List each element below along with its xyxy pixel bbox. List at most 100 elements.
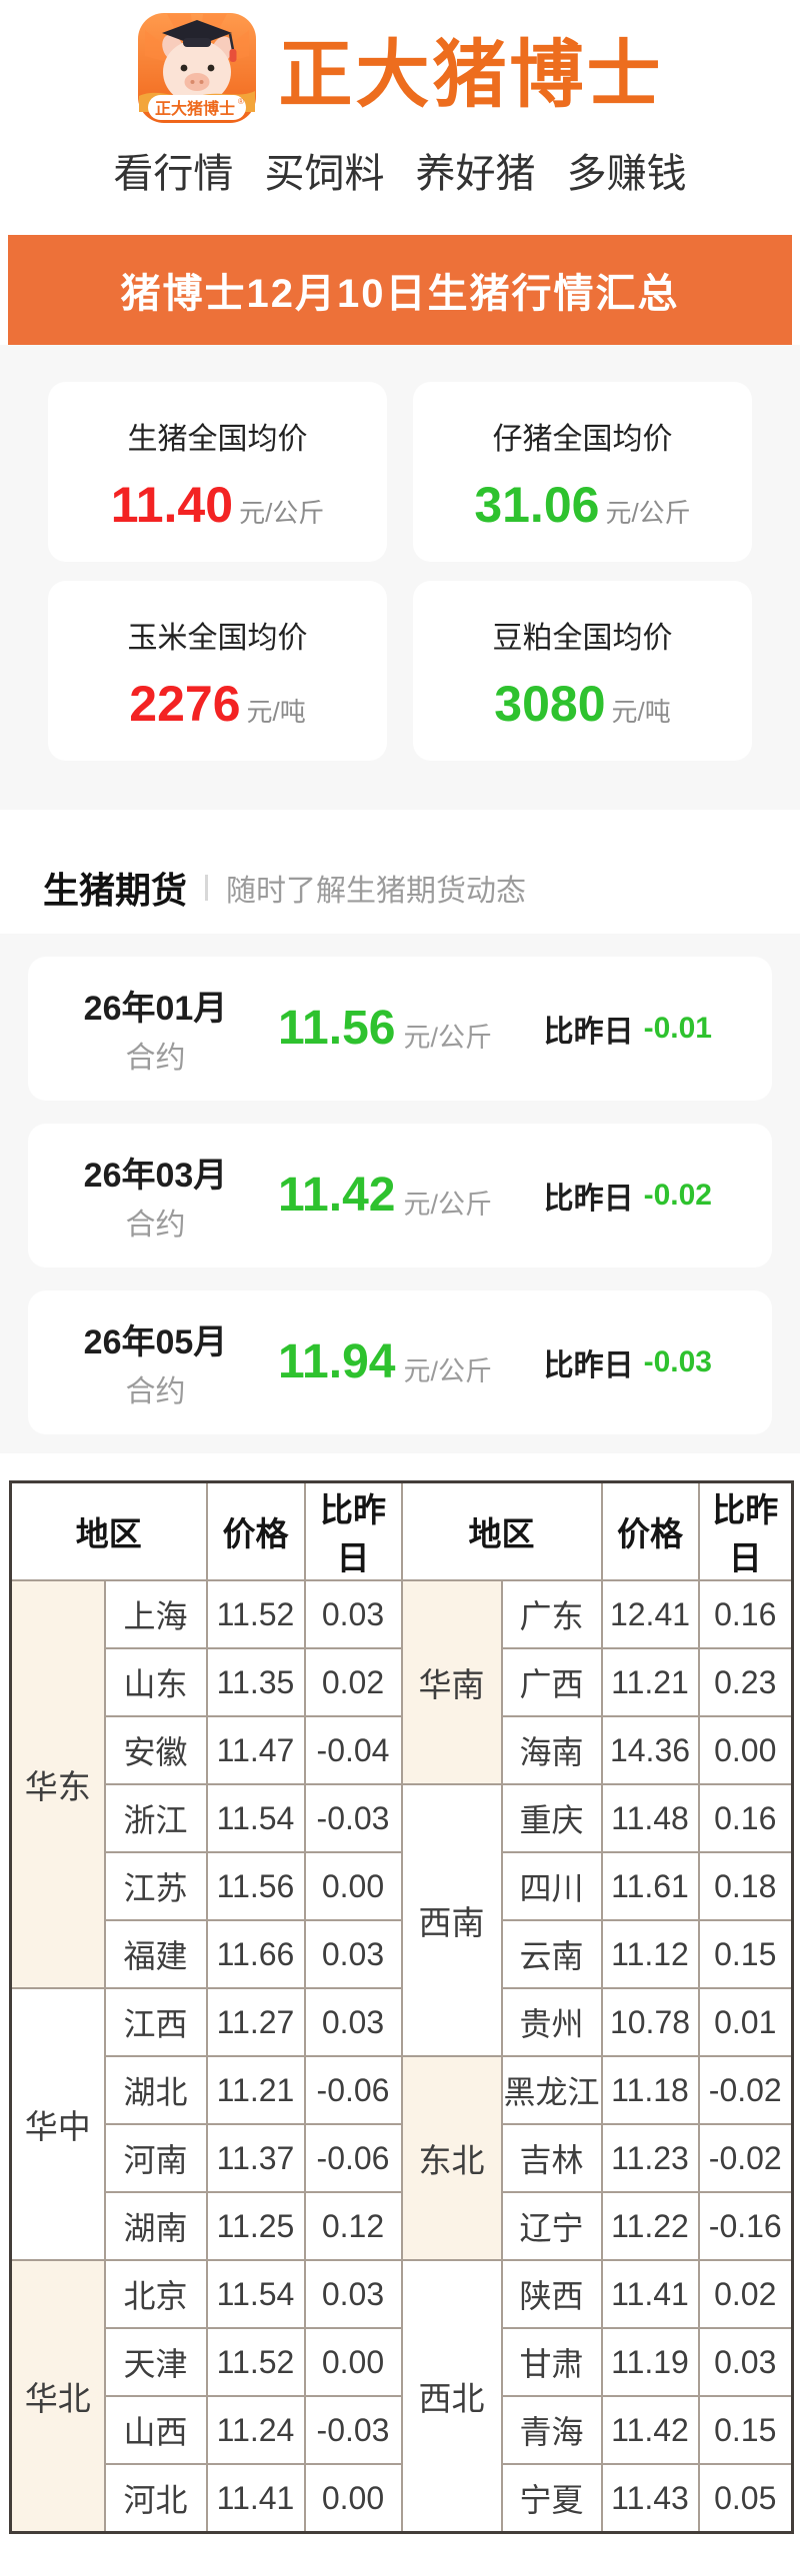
province-cell: 广西: [500, 1647, 603, 1717]
futures-month: 26年03月: [83, 1157, 228, 1195]
change-cell: 0.00: [697, 1715, 794, 1785]
region-cell: 西南: [400, 1783, 503, 2057]
province-cell: 黑龙江: [500, 2055, 603, 2125]
futures-change-label: 比昨日: [543, 1016, 634, 1049]
summary-card-corn[interactable]: 玉米全国均价 2276 元/吨: [48, 581, 387, 761]
price-cell: 11.43: [600, 2463, 700, 2534]
col-header-price: 价格: [205, 1480, 306, 1581]
futures-contract-block: 26年05月 合约: [83, 1314, 228, 1410]
price-cell: 11.56: [205, 1851, 306, 1921]
change-cell: -0.06: [303, 2123, 403, 2193]
change-cell: 0.02: [303, 1647, 403, 1717]
province-cell: 山东: [103, 1647, 208, 1717]
summary-card-value: 2276: [129, 676, 241, 732]
price-cell: 12.41: [600, 1579, 700, 1649]
futures-card-mar[interactable]: 26年03月 合约 11.42 元/公斤 比昨日 -0.02: [28, 1124, 772, 1268]
province-cell: 河北: [103, 2463, 208, 2534]
price-cell: 11.23: [600, 2123, 700, 2193]
province-cell: 重庆: [500, 1783, 603, 1853]
price-cell: 11.37: [205, 2123, 306, 2193]
province-cell: 云南: [500, 1919, 603, 1989]
change-cell: 0.12: [303, 2191, 403, 2261]
summary-card-label: 生猪全国均价: [127, 423, 308, 456]
summary-card-value-row: 11.40 元/公斤: [111, 480, 325, 530]
futures-change-group: 比昨日 -0.03: [544, 1340, 712, 1384]
summary-card-unit: 元/吨: [611, 697, 671, 727]
summary-cards-grid: 生猪全国均价 11.40 元/公斤 仔猪全国均价 31.06 元/公斤 玉米全国…: [48, 382, 752, 761]
summary-section: 生猪全国均价 11.40 元/公斤 仔猪全国均价 31.06 元/公斤 玉米全国…: [0, 345, 800, 810]
change-cell: 0.01: [697, 1987, 794, 2057]
price-cell: 11.41: [205, 2463, 306, 2534]
futures-section-header: 生猪期货 随时了解生猪期货动态: [0, 810, 800, 934]
summary-card-soybean-meal[interactable]: 豆粕全国均价 3080 元/吨: [413, 581, 752, 761]
change-cell: 0.03: [303, 1919, 403, 1989]
table-row: 华北 北京 11.54 0.03 西北 陕西 11.41 0.02: [9, 2259, 794, 2534]
change-cell: -0.16: [697, 2191, 794, 2261]
region-cell: 华北: [9, 2259, 106, 2534]
change-cell: 0.00: [303, 1851, 403, 1921]
price-cell: 11.47: [205, 1715, 306, 1785]
summary-card-unit: 元/公斤: [605, 498, 691, 528]
summary-card-live-hog[interactable]: 生猪全国均价 11.40 元/公斤: [48, 382, 387, 562]
futures-contract-label: 合约: [125, 1375, 186, 1408]
summary-card-unit: 元/吨: [246, 697, 306, 727]
change-cell: -0.03: [303, 2395, 403, 2465]
table-row: 山西 11.24 -0.03 青海 11.42 0.15: [11, 2395, 794, 2465]
futures-card-jan[interactable]: 26年01月 合约 11.56 元/公斤 比昨日 -0.01: [28, 957, 772, 1101]
change-cell: 0.03: [303, 1579, 403, 1649]
price-cell: 11.54: [205, 2259, 306, 2329]
summary-card-unit: 元/公斤: [239, 498, 325, 528]
price-cell: 11.19: [600, 2327, 700, 2397]
summary-card-piglet[interactable]: 仔猪全国均价 31.06 元/公斤: [413, 382, 752, 562]
summary-card-value: 3080: [494, 676, 606, 732]
price-cell: 11.21: [205, 2055, 306, 2125]
futures-price: 11.94: [278, 1335, 396, 1388]
futures-card-may[interactable]: 26年05月 合约 11.94 元/公斤 比昨日 -0.03: [28, 1290, 772, 1434]
province-cell: 陕西: [500, 2259, 603, 2329]
region-cell: 西北: [400, 2259, 503, 2534]
futures-change-value: -0.02: [643, 1179, 712, 1212]
price-cell: 11.27: [205, 1987, 306, 2057]
futures-contract-label: 合约: [125, 1042, 186, 1075]
province-cell: 安徽: [103, 1715, 208, 1785]
summary-card-value-row: 2276 元/吨: [129, 679, 305, 729]
region-cell: 华中: [9, 1987, 106, 2261]
province-cell: 甘肃: [500, 2327, 603, 2397]
futures-change-label: 比昨日: [543, 1349, 634, 1382]
futures-section: 26年01月 合约 11.56 元/公斤 比昨日 -0.01 26年03月 合约…: [0, 934, 800, 1453]
app-logo-banner-text: 正大猪博士: [154, 99, 234, 118]
price-cell: 11.52: [205, 1579, 306, 1649]
price-cell: 11.61: [600, 1851, 700, 1921]
futures-contract-label: 合约: [125, 1209, 186, 1242]
change-cell: 0.23: [697, 1647, 794, 1717]
table-row: 华东 上海 11.52 0.03 华南 广东 12.41 0.16: [9, 1579, 794, 1989]
change-cell: 0.16: [697, 1783, 794, 1853]
col-header-change: 比昨日: [303, 1480, 403, 1581]
summary-card-value-row: 3080 元/吨: [494, 679, 670, 729]
price-cell: 11.24: [205, 2395, 306, 2465]
table-row: 湖北 11.21 -0.06 东北 黑龙江 11.18 -0.02: [11, 2055, 794, 2261]
region-cell: 华南: [400, 1579, 503, 1785]
col-header-price: 价格: [600, 1480, 700, 1581]
change-cell: 0.18: [697, 1851, 794, 1921]
section-divider: [205, 875, 209, 901]
daily-summary-banner: 猪博士12月10日生猪行情汇总: [8, 235, 792, 345]
app-header: 正大猪博士 ® 正大猪博士: [0, 0, 800, 130]
futures-section-title: 生猪期货: [43, 870, 188, 911]
price-cell: 11.41: [600, 2259, 700, 2329]
province-cell: 浙江: [103, 1783, 208, 1853]
province-cell: 湖南: [103, 2191, 208, 2261]
futures-change-group: 比昨日 -0.01: [544, 1007, 712, 1051]
province-cell: 天津: [103, 2327, 208, 2397]
change-cell: 0.03: [697, 2327, 794, 2397]
province-cell: 福建: [103, 1919, 208, 1989]
change-cell: 0.05: [697, 2463, 794, 2534]
change-cell: 0.15: [697, 1919, 794, 1989]
futures-month: 26年01月: [83, 990, 228, 1028]
province-cell: 海南: [500, 1715, 603, 1785]
province-cell: 北京: [103, 2259, 208, 2329]
province-cell: 河南: [103, 2123, 208, 2193]
table-row: 天津 11.52 0.00 甘肃 11.19 0.03: [11, 2327, 794, 2397]
province-cell: 吉林: [500, 2123, 603, 2193]
table-row: 福建 11.66 0.03 云南 11.12 0.15: [11, 1919, 794, 1989]
